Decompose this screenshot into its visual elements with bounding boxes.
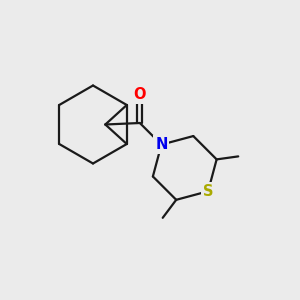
Text: N: N bbox=[155, 137, 168, 152]
Text: O: O bbox=[134, 87, 146, 102]
Text: S: S bbox=[203, 184, 213, 199]
Text: N: N bbox=[155, 137, 168, 152]
